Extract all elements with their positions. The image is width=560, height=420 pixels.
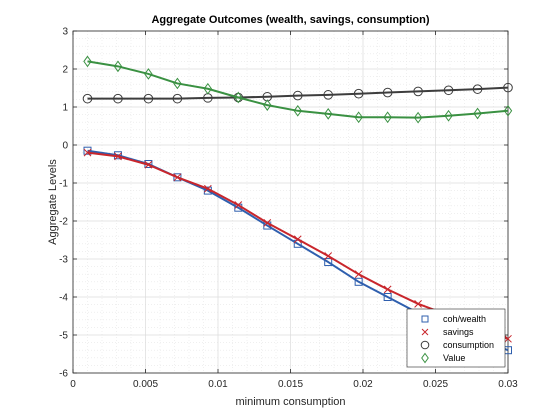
y-tick-label: -3 <box>59 255 68 266</box>
legend-marker <box>421 315 429 323</box>
data-point <box>414 299 422 308</box>
y-tick-label: -5 <box>59 331 68 342</box>
legend-box <box>406 308 506 368</box>
y-tick-label: -6 <box>59 369 68 380</box>
legend-label: coh/wealth <box>443 314 486 324</box>
data-point <box>413 86 423 97</box>
data-point <box>114 152 122 161</box>
data-point <box>234 91 243 104</box>
data-point <box>383 285 392 294</box>
legend-item: savings <box>421 327 474 337</box>
data-point <box>324 252 333 260</box>
data-point <box>143 93 154 104</box>
x-tick-label: 0.01 <box>208 379 228 390</box>
data-point <box>172 93 183 104</box>
data-point <box>82 93 93 104</box>
data-point <box>292 90 303 101</box>
data-point <box>504 334 512 343</box>
data-point <box>83 146 92 155</box>
series-3 <box>83 55 513 124</box>
x-tick-label: 0 <box>70 379 76 390</box>
y-axis-title: Aggregate Levels <box>47 159 59 245</box>
x-axis: 0 0.005 0.01 0.015 0.02 0.025 0.03 <box>70 31 518 390</box>
y-tick-label: 0 <box>62 141 68 152</box>
data-point <box>503 82 513 93</box>
data-point <box>444 109 453 122</box>
data-point <box>113 93 123 104</box>
data-point <box>354 111 363 124</box>
x-tick-label: 0.005 <box>133 379 158 390</box>
data-point <box>472 84 483 94</box>
legend-marker <box>421 328 429 336</box>
data-point <box>293 104 302 117</box>
series-line <box>87 86 509 100</box>
data-point <box>383 293 392 301</box>
data-point <box>113 60 123 73</box>
y-tick-label: -1 <box>59 179 68 190</box>
legend-label: consumption <box>443 340 494 350</box>
data-point <box>503 104 513 117</box>
data-point <box>323 90 334 100</box>
data-point <box>413 111 423 124</box>
x-axis-title: minimum consumption <box>235 396 345 408</box>
legend-label: savings <box>443 327 474 337</box>
legend-item: coh/wealth <box>421 314 486 324</box>
data-point <box>83 55 92 68</box>
data-point <box>203 184 212 193</box>
legend: coh/wealth savings consumption Value <box>406 308 506 368</box>
y-tick-label: 2 <box>62 65 68 76</box>
data-point <box>323 107 333 120</box>
data-point <box>353 88 364 99</box>
data-point <box>293 235 302 244</box>
data-point <box>263 99 272 111</box>
data-point <box>173 173 182 182</box>
chart-title: Aggregate Outcomes (wealth, savings, con… <box>151 14 429 26</box>
legend-item: Value <box>421 352 465 364</box>
data-point <box>203 82 213 95</box>
data-point <box>83 148 92 157</box>
x-tick-label: 0.02 <box>353 379 373 390</box>
series-2 <box>82 82 513 104</box>
data-point <box>173 77 182 90</box>
data-point <box>382 87 393 98</box>
legend-marker <box>420 340 430 350</box>
data-point <box>324 258 333 267</box>
data-point <box>354 270 363 279</box>
y-axis: -6 -5 -4 -3 -2 -1 0 1 2 3 <box>59 27 508 380</box>
x-tick-label: 0.03 <box>498 379 518 390</box>
legend-label: Value <box>443 353 465 363</box>
data-point <box>383 111 392 124</box>
y-tick-label: -2 <box>59 217 68 228</box>
data-point <box>473 107 482 120</box>
data-point <box>443 85 454 96</box>
data-point <box>262 91 273 102</box>
legend-marker <box>421 352 429 364</box>
data-point <box>354 277 363 286</box>
series-line <box>87 60 509 119</box>
data-point <box>173 173 182 182</box>
data-point <box>144 68 153 80</box>
legend-item: consumption <box>420 340 494 350</box>
x-tick-label: 0.015 <box>278 379 303 390</box>
y-tick-label: -4 <box>59 293 68 304</box>
data-point <box>234 201 243 209</box>
y-tick-label: 3 <box>62 27 68 38</box>
data-point <box>263 219 272 227</box>
x-tick-label: 0.025 <box>423 379 448 390</box>
data-point <box>144 160 153 169</box>
y-tick-label: 1 <box>62 103 68 114</box>
